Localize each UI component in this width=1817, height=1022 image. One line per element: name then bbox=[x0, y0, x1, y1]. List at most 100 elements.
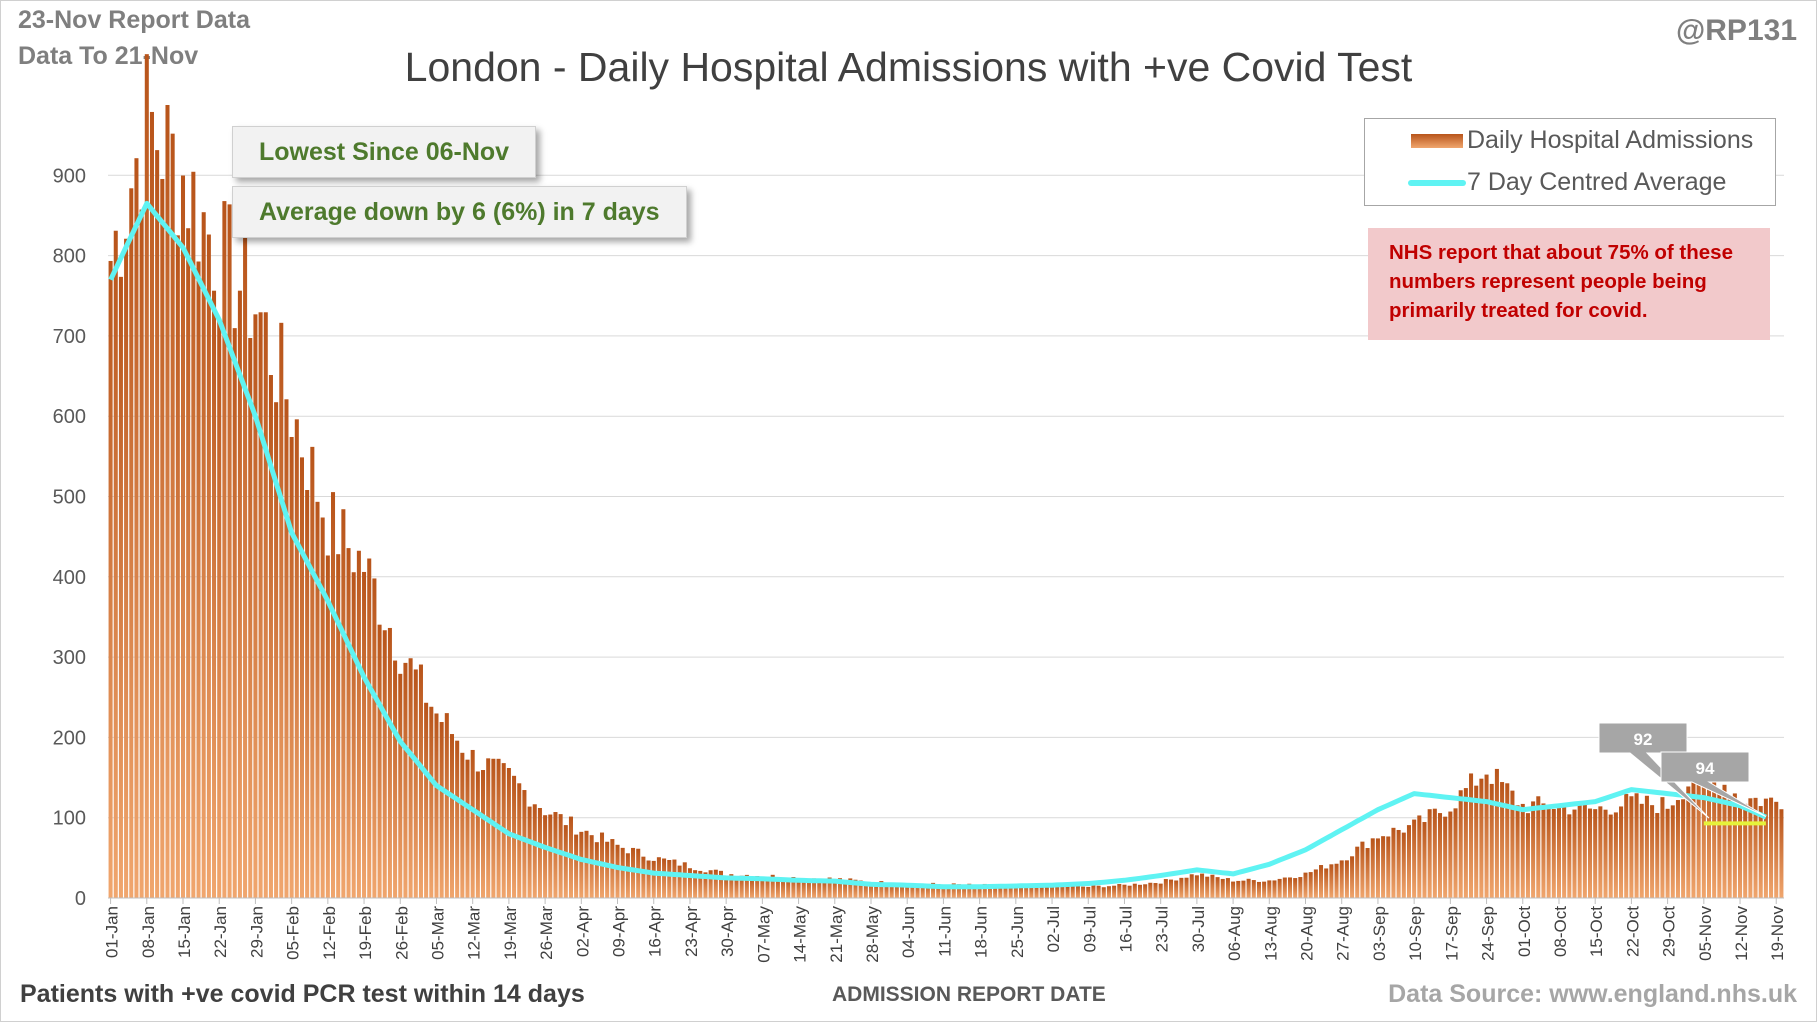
admission-bar bbox=[1727, 796, 1732, 898]
admission-bar bbox=[1272, 880, 1277, 898]
x-tick-label: 15-Oct bbox=[1587, 906, 1606, 957]
admission-bar bbox=[832, 878, 837, 898]
x-tick-label: 16-Apr bbox=[646, 906, 665, 957]
admission-bar bbox=[1613, 812, 1618, 898]
admission-bar bbox=[910, 883, 915, 898]
admission-bar bbox=[1163, 879, 1168, 898]
x-tick-label: 20-Aug bbox=[1298, 906, 1317, 961]
y-tick-label-300: 300 bbox=[53, 647, 86, 669]
admission-bar bbox=[382, 630, 387, 898]
admission-bar bbox=[274, 402, 279, 898]
admission-bar bbox=[439, 722, 444, 898]
admission-bar bbox=[491, 758, 496, 898]
admission-bar bbox=[268, 375, 273, 898]
line-swatch-icon bbox=[1408, 180, 1466, 186]
admission-bar bbox=[1758, 806, 1763, 898]
admission-bar bbox=[1303, 872, 1308, 898]
admission-bar bbox=[1489, 783, 1494, 898]
admission-bar bbox=[1406, 825, 1411, 898]
admission-bar bbox=[718, 870, 723, 898]
admission-bar bbox=[1370, 838, 1375, 898]
admission-bar bbox=[1065, 886, 1070, 898]
admission-bar bbox=[1608, 814, 1613, 898]
x-tick-label: 26-Feb bbox=[392, 906, 411, 960]
admission-bar bbox=[1205, 876, 1210, 898]
admission-bar bbox=[1313, 869, 1318, 898]
admission-bar bbox=[977, 885, 982, 898]
admission-bar bbox=[755, 876, 760, 898]
admission-bar bbox=[1081, 886, 1086, 898]
admission-bar bbox=[1603, 809, 1608, 898]
admission-bar bbox=[1319, 865, 1324, 898]
admission-bar bbox=[1738, 801, 1743, 898]
admission-bar bbox=[1153, 883, 1158, 898]
admission-bar bbox=[387, 627, 392, 898]
admission-bar bbox=[455, 740, 460, 898]
admission-bar bbox=[796, 879, 801, 898]
admission-bar bbox=[1050, 884, 1055, 898]
admission-bar bbox=[1231, 881, 1236, 898]
admission-bar bbox=[336, 554, 341, 898]
x-tick-label: 14-May bbox=[791, 906, 810, 963]
admission-bar bbox=[1029, 885, 1034, 898]
admission-bar bbox=[165, 105, 170, 899]
admission-bar bbox=[149, 111, 154, 899]
admission-bar bbox=[1562, 804, 1567, 898]
nhs-note-line-1: NHS report that about 75% of these bbox=[1389, 241, 1733, 264]
x-axis-title: ADMISSION REPORT DATE bbox=[832, 983, 1106, 1006]
admission-bar bbox=[1505, 783, 1510, 898]
admission-bar bbox=[1546, 809, 1551, 898]
y-tick-label-700: 700 bbox=[53, 326, 86, 348]
admission-bar bbox=[170, 133, 175, 899]
admission-bar bbox=[155, 150, 160, 898]
chart-title: London - Daily Hospital Admissions with … bbox=[404, 44, 1413, 90]
admission-bar bbox=[212, 290, 217, 898]
admission-bar bbox=[1572, 809, 1577, 898]
x-tick-label: 18-Jun bbox=[972, 906, 991, 958]
admission-bar bbox=[1194, 875, 1199, 898]
admission-bar bbox=[1479, 778, 1484, 898]
admission-bar bbox=[1541, 803, 1546, 898]
admission-bar bbox=[620, 847, 625, 898]
admission-bar bbox=[180, 175, 186, 898]
admission-bar bbox=[201, 212, 206, 899]
admission-bar bbox=[672, 859, 677, 898]
x-tick-label: 02-Jul bbox=[1044, 906, 1063, 952]
admission-bar bbox=[931, 882, 936, 898]
admission-bar bbox=[1510, 790, 1515, 898]
admission-bar bbox=[837, 878, 842, 898]
admission-bar bbox=[1556, 804, 1561, 898]
admission-bar bbox=[134, 158, 139, 898]
report-date-label: 23-Nov Report Data bbox=[18, 6, 250, 34]
admission-bar bbox=[310, 446, 315, 898]
footnote-patients: Patients with +ve covid PCR test within … bbox=[20, 980, 585, 1008]
admission-bar bbox=[1350, 856, 1355, 898]
x-tick-label: 05-Feb bbox=[284, 906, 303, 960]
nhs-note: NHS report that about 75% of these numbe… bbox=[1368, 228, 1770, 340]
admission-bar bbox=[553, 812, 558, 898]
admission-bar bbox=[1670, 805, 1675, 898]
x-tick-label: 25-Jun bbox=[1008, 906, 1027, 958]
admission-bar bbox=[470, 749, 475, 898]
admission-bar bbox=[1432, 808, 1437, 898]
x-tick-label: 02-Apr bbox=[573, 906, 592, 957]
admission-bar bbox=[1018, 885, 1024, 898]
admission-bar bbox=[1469, 773, 1474, 898]
admission-bar bbox=[237, 290, 242, 899]
admission-bar bbox=[729, 874, 734, 898]
admission-bar bbox=[413, 669, 418, 898]
admission-bar bbox=[781, 878, 786, 898]
admission-bar bbox=[108, 260, 113, 898]
chart-legend: Daily Hospital Admissions 7 Day Centred … bbox=[1364, 118, 1776, 206]
admission-bar bbox=[925, 883, 930, 898]
x-tick-label: 12-Feb bbox=[320, 906, 339, 960]
admission-bar bbox=[1722, 784, 1727, 898]
admission-bar bbox=[1484, 774, 1489, 898]
admission-bar bbox=[584, 830, 589, 898]
admission-bar bbox=[806, 879, 811, 898]
admission-bar bbox=[1531, 801, 1536, 898]
admission-bar bbox=[765, 876, 770, 898]
admission-bar bbox=[1298, 877, 1303, 898]
admission-bar bbox=[972, 884, 977, 898]
admission-bar bbox=[398, 673, 403, 898]
